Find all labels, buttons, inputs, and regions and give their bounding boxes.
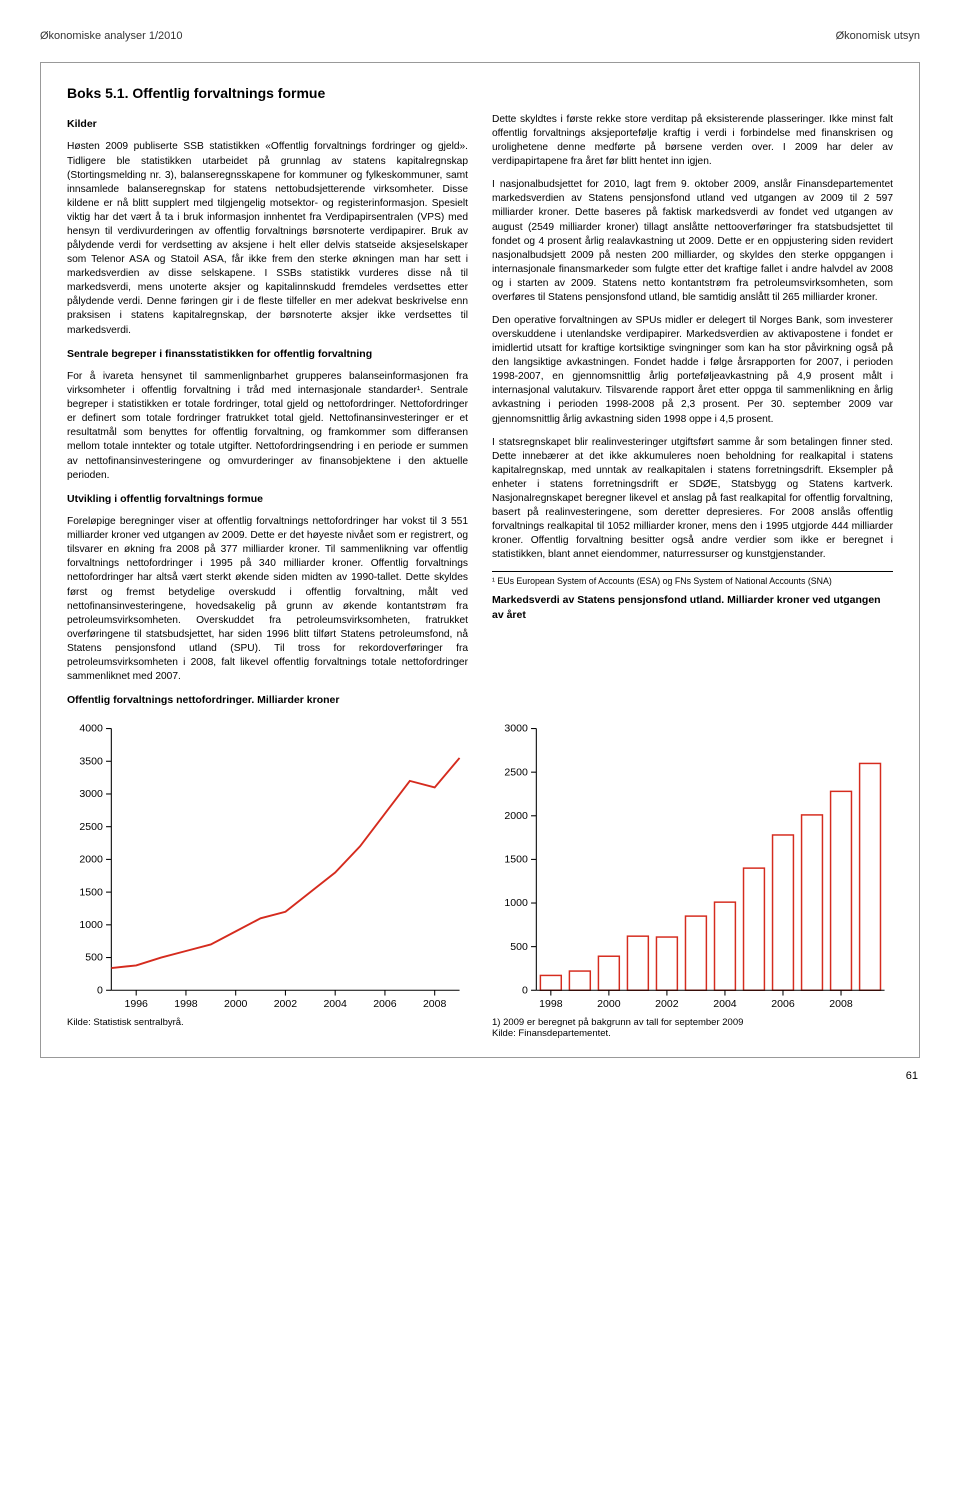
svg-text:3500: 3500	[79, 755, 103, 767]
bar-chart: 0 500 1000 1500 2000 2500 3000 1998 2000 2002 2004…	[492, 718, 893, 1013]
subhead-begreper: Sentrale begreper i finansstatistikken f…	[67, 347, 468, 361]
line-chart-caption: Kilde: Statistisk sentralbyrå.	[67, 1017, 468, 1028]
svg-text:0: 0	[522, 984, 528, 996]
svg-text:2000: 2000	[597, 998, 621, 1010]
svg-text:2500: 2500	[79, 820, 103, 832]
svg-text:500: 500	[85, 951, 103, 963]
right-column: Dette skyldtes i første rekke store verd…	[492, 113, 893, 714]
svg-text:500: 500	[510, 940, 528, 952]
para: For å ivareta hensynet til sammenlignbar…	[67, 370, 468, 483]
svg-text:2500: 2500	[504, 766, 528, 778]
para: Foreløpige beregninger viser at offentli…	[67, 515, 468, 684]
subhead-kilder: Kilder	[67, 117, 468, 131]
header-left: Økonomiske analyser 1/2010	[40, 30, 182, 42]
svg-text:1998: 1998	[174, 998, 198, 1010]
line-chart-col: 0 500 1000 1500 2000 2500 3000 3500 4000 1996 1998…	[67, 718, 468, 1039]
line-chart: 0 500 1000 1500 2000 2500 3000 3500 4000 1996 1998…	[67, 718, 468, 1013]
bar-chart-col: 0 500 1000 1500 2000 2500 3000 1998 2000 2002 2004…	[492, 718, 893, 1039]
svg-text:2008: 2008	[423, 998, 447, 1010]
svg-text:2002: 2002	[274, 998, 298, 1010]
svg-text:1000: 1000	[504, 897, 528, 909]
svg-text:1996: 1996	[124, 998, 148, 1010]
svg-text:3000: 3000	[79, 788, 103, 800]
svg-text:2004: 2004	[323, 998, 347, 1010]
svg-text:2000: 2000	[79, 853, 103, 865]
svg-text:2006: 2006	[771, 998, 795, 1010]
svg-text:2002: 2002	[655, 998, 679, 1010]
info-box: Boks 5.1. Offentlig forvaltnings formue …	[40, 62, 920, 1058]
charts-row: 0 500 1000 1500 2000 2500 3000 3500 4000 1996 1998…	[67, 718, 893, 1039]
svg-text:4000: 4000	[79, 722, 103, 734]
svg-text:2006: 2006	[373, 998, 397, 1010]
header-right: Økonomisk utsyn	[836, 30, 920, 42]
para: Høsten 2009 publiserte SSB statistikken …	[67, 140, 468, 337]
page-number: 61	[40, 1070, 920, 1082]
svg-text:2004: 2004	[713, 998, 737, 1010]
subhead-utvikling: Utvikling i offentlig forvaltnings formu…	[67, 492, 468, 506]
bar-chart-title: Markedsverdi av Statens pensjonsfond utl…	[492, 593, 893, 622]
line-chart-title: Offentlig forvaltnings nettofordringer. …	[67, 693, 468, 707]
svg-text:1000: 1000	[79, 919, 103, 931]
para: Den operative forvaltningen av SPUs midl…	[492, 314, 893, 427]
svg-text:2008: 2008	[829, 998, 853, 1010]
footnote: ¹ EUs European System of Accounts (ESA) …	[492, 571, 893, 587]
two-columns: Kilder Høsten 2009 publiserte SSB statis…	[67, 113, 893, 714]
svg-text:2000: 2000	[224, 998, 248, 1010]
para: I nasjonalbudsjettet for 2010, lagt frem…	[492, 178, 893, 305]
svg-text:1998: 1998	[539, 998, 563, 1010]
bar-chart-caption: 1) 2009 er beregnet på bakgrunn av tall …	[492, 1017, 893, 1039]
left-column: Kilder Høsten 2009 publiserte SSB statis…	[67, 113, 468, 714]
box-title: Boks 5.1. Offentlig forvaltnings formue	[67, 85, 893, 101]
svg-text:1500: 1500	[79, 886, 103, 898]
svg-text:2000: 2000	[504, 810, 528, 822]
para: Dette skyldtes i første rekke store verd…	[492, 113, 893, 169]
para: I statsregnskapet blir realinvesteringer…	[492, 436, 893, 563]
page-header: Økonomiske analyser 1/2010 Økonomisk uts…	[40, 30, 920, 42]
svg-text:1500: 1500	[504, 853, 528, 865]
svg-text:3000: 3000	[504, 722, 528, 734]
svg-text:0: 0	[97, 984, 103, 996]
